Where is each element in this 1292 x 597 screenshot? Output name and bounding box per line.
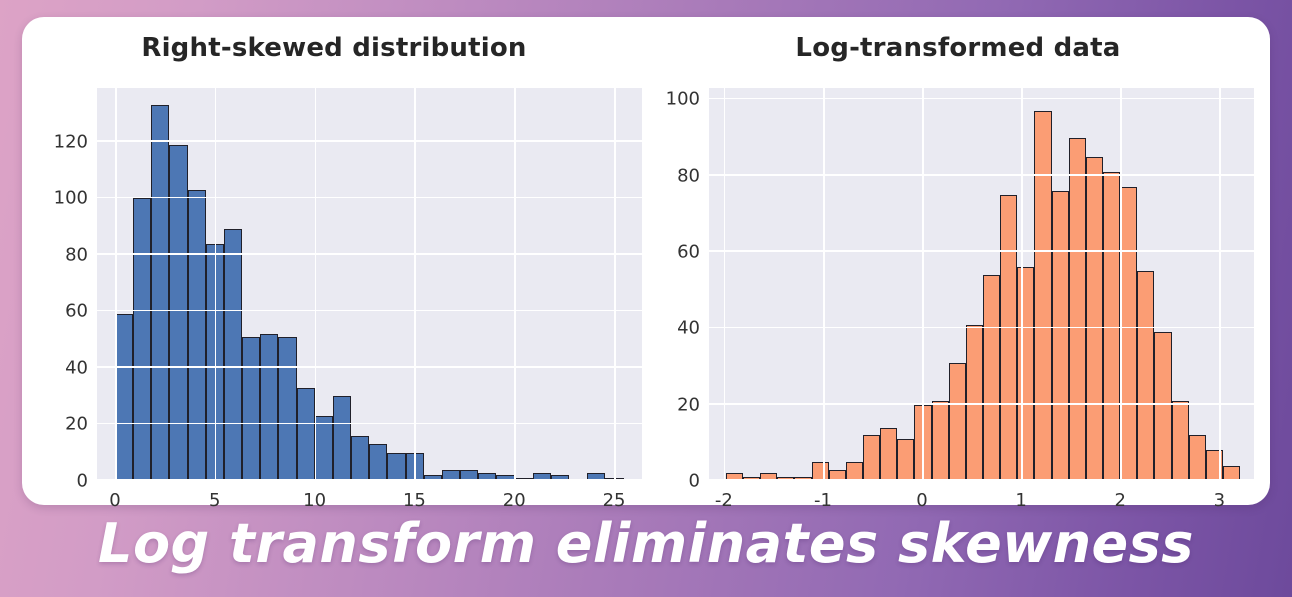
histogram-bar	[260, 333, 279, 481]
chart-title-left: Right-skewed distribution	[141, 33, 527, 63]
y-axis-tick-label: 100	[665, 88, 700, 110]
histogram-bar	[1085, 156, 1103, 481]
y-axis-tick-label: 80	[677, 165, 700, 187]
histogram-bar	[845, 461, 863, 481]
histogram-bar	[314, 415, 333, 481]
gridline-vertical	[1021, 88, 1023, 481]
histogram-bar	[1017, 267, 1035, 481]
y-axis-tick-label: 60	[677, 241, 700, 263]
y-axis-tick-label: 40	[677, 317, 700, 339]
histogram-bar	[982, 274, 1001, 481]
y-axis-tick-label: 100	[53, 187, 88, 209]
gridline-horizontal	[97, 366, 642, 368]
x-axis-tick-label: -2	[714, 490, 733, 511]
y-axis-tick-label: 120	[53, 131, 88, 153]
histogram-bar	[1120, 187, 1138, 481]
y-axis-tick-label: 80	[65, 244, 88, 266]
histogram-bar	[169, 144, 188, 481]
gridline-vertical	[514, 88, 516, 481]
plot-wrapper-left: 0 20 40 60 80 100 120 0 5 10 15 20 25	[54, 88, 642, 511]
histogram-bar	[187, 189, 206, 481]
histogram-bar	[351, 435, 370, 481]
histogram-bar	[880, 427, 898, 481]
plot-area-left	[97, 88, 642, 481]
x-axis-tick-label: 3	[1213, 490, 1226, 511]
y-axis-tick-label: 20	[65, 413, 88, 435]
histogram-bar	[332, 396, 352, 481]
gridline-vertical	[922, 88, 924, 481]
y-axis-tick-label: 20	[677, 394, 700, 416]
histogram-bar	[931, 400, 949, 481]
histogram-bar	[1188, 435, 1206, 481]
x-axis-tick-label: 2	[1114, 490, 1126, 511]
gridline-horizontal	[97, 309, 642, 312]
histogram-bar	[114, 314, 134, 481]
chart-title-right: Log-transformed data	[795, 33, 1121, 63]
histogram-bar	[223, 229, 243, 481]
histogram-bar	[133, 198, 152, 481]
histogram-bar	[296, 387, 315, 481]
histogram-bar	[387, 452, 406, 481]
gridline-vertical	[314, 88, 317, 481]
histogram-bar	[1171, 400, 1189, 481]
gridline-horizontal	[709, 479, 1254, 481]
gridline-horizontal	[97, 140, 642, 142]
x-axis-tick-label: 10	[303, 490, 327, 511]
gridline-vertical	[414, 88, 416, 481]
gridline-vertical	[822, 88, 825, 481]
histogram-bar	[1000, 194, 1018, 481]
gridline-horizontal	[709, 250, 1254, 253]
x-axis-tick-label: 15	[402, 490, 426, 511]
gridline-vertical	[614, 88, 616, 481]
histogram-bar	[1154, 332, 1172, 481]
x-axis-tick-label: 25	[602, 490, 626, 511]
gridline-vertical	[723, 88, 726, 481]
gridline-horizontal	[709, 403, 1254, 405]
x-axis-tick-label: 1	[1015, 490, 1027, 511]
gridline-horizontal	[709, 326, 1254, 329]
y-axis-tick-label: 0	[76, 470, 88, 492]
gridline-vertical	[214, 88, 217, 481]
plot-wrapper-right: 0 20 40 60 80 100 -2 -1 0 1 2 3	[666, 88, 1254, 511]
gridline-horizontal	[97, 479, 642, 481]
y-axis-tick-label: 40	[65, 357, 88, 379]
histogram-bar	[862, 435, 881, 481]
gridline-horizontal	[97, 422, 642, 425]
x-axis-tick-label: 5	[209, 490, 221, 511]
histogram-bar	[1051, 191, 1069, 481]
gridline-horizontal	[709, 174, 1254, 176]
chart-card: Right-skewed distribution 0 20 40 60 80 100 12…	[22, 17, 1270, 511]
histogram-bar	[369, 444, 388, 481]
x-axis-tick-label: 0	[916, 490, 928, 511]
gridline-horizontal	[709, 97, 1254, 100]
bar-series-left	[97, 88, 642, 481]
histogram-bar	[948, 362, 966, 481]
histogram-bar	[811, 461, 829, 481]
gridline-vertical	[1219, 88, 1221, 481]
histogram-bar	[242, 336, 261, 481]
panel-right-skewed: Right-skewed distribution 0 20 40 60 80 100 12…	[22, 17, 646, 511]
bar-series-right	[709, 88, 1254, 481]
y-axis-tick-label: 60	[65, 300, 88, 322]
histogram-bar	[278, 336, 297, 481]
histogram-bar	[897, 439, 915, 481]
histogram-bar	[1068, 137, 1086, 481]
plot-area-right	[709, 88, 1254, 481]
gridline-vertical	[114, 88, 117, 481]
gridline-horizontal	[97, 196, 642, 199]
poster-caption: Log transform eliminates skewness	[98, 512, 1194, 575]
y-axis-tick-label: 0	[688, 470, 700, 492]
x-axis-tick-label: -1	[813, 490, 832, 511]
x-axis-tick-label: 0	[109, 490, 121, 511]
histogram-bar	[1034, 110, 1052, 481]
histogram-bar	[151, 104, 170, 481]
gridline-vertical	[1120, 88, 1122, 481]
gridline-horizontal	[97, 253, 642, 255]
histogram-bar	[1137, 271, 1155, 481]
panel-log-transformed: Log-transformed data 0 20 40 60 80 100 -2 -1 0 1 2…	[646, 17, 1270, 511]
x-axis-tick-label: 20	[502, 490, 526, 511]
